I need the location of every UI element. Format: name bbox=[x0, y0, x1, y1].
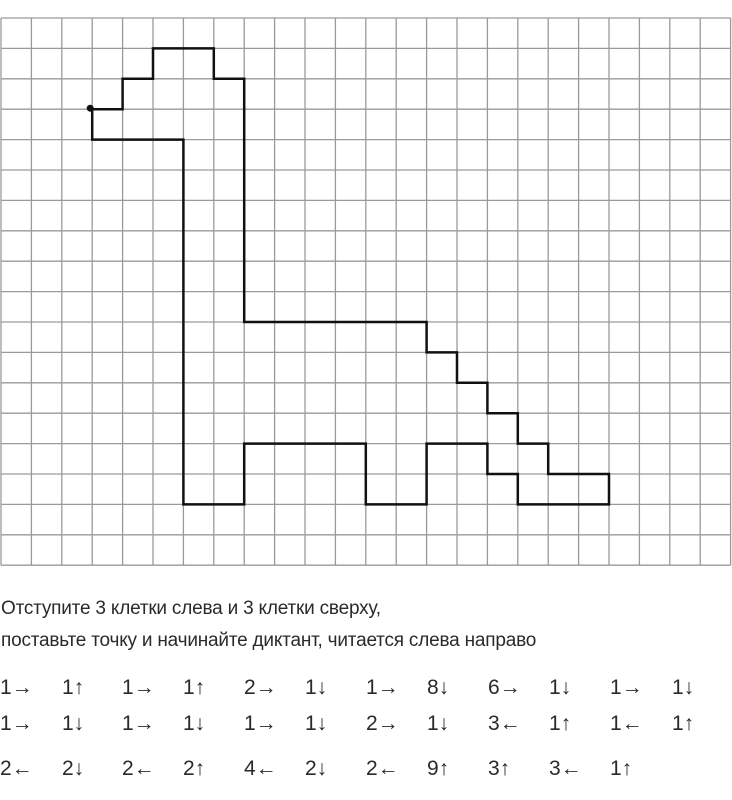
dinosaur-path bbox=[90, 47, 611, 506]
command: 1↑ bbox=[672, 712, 695, 735]
command: 1↓ bbox=[305, 712, 328, 735]
command: 1→ bbox=[610, 676, 643, 699]
instruction-line-1: Отступите 3 клетки слева и 3 клетки свер… bbox=[1, 598, 381, 619]
command: 1→ bbox=[0, 712, 33, 735]
command: 1↓ bbox=[427, 712, 450, 735]
instruction-line-2: поставьте точку и начинайте диктант, чит… bbox=[1, 630, 537, 651]
command: 2↑ bbox=[183, 757, 206, 780]
command: 2→ bbox=[244, 676, 277, 699]
dictation-grid bbox=[0, 17, 732, 566]
start-dot bbox=[86, 104, 94, 112]
command: 3↑ bbox=[488, 757, 511, 780]
command: 8↓ bbox=[427, 676, 450, 699]
command: 1→ bbox=[366, 676, 399, 699]
command: 1↑ bbox=[62, 676, 85, 699]
command: 1↑ bbox=[183, 676, 206, 699]
command: 2↓ bbox=[62, 757, 85, 780]
command-row: 1→ 1↑ 1→ 1↑ 2→ 1↓ 1→ 8↓ 6→ 1↓ 1→ 1↓ bbox=[0, 676, 732, 706]
command: 2↓ bbox=[305, 757, 328, 780]
command: 1→ bbox=[0, 676, 33, 699]
command: 1↓ bbox=[305, 676, 328, 699]
command: 3← bbox=[488, 712, 521, 735]
command: 2← bbox=[0, 757, 33, 780]
command-row: 1→ 1↓ 1→ 1↓ 1→ 1↓ 2→ 1↓ 3← 1↑ 1← 1↑ bbox=[0, 712, 732, 742]
command: 1↓ bbox=[672, 676, 695, 699]
command: 4← bbox=[244, 757, 277, 780]
command: 1↑ bbox=[610, 757, 633, 780]
command: 3← bbox=[549, 757, 582, 780]
command: 6→ bbox=[488, 676, 521, 699]
command: 9↑ bbox=[427, 757, 450, 780]
command: 1↓ bbox=[183, 712, 206, 735]
command: 1→ bbox=[122, 712, 155, 735]
command: 2→ bbox=[366, 712, 399, 735]
command: 2← bbox=[366, 757, 399, 780]
command: 1↓ bbox=[549, 676, 572, 699]
command: 1← bbox=[610, 712, 643, 735]
command: 1→ bbox=[122, 676, 155, 699]
command-row: 2← 2↓ 2← 2↑ 4← 2↓ 2← 9↑ 3↑ 3← 1↑ bbox=[0, 757, 732, 787]
command: 2← bbox=[122, 757, 155, 780]
command: 1↑ bbox=[549, 712, 572, 735]
command: 1→ bbox=[244, 712, 277, 735]
command: 1↓ bbox=[62, 712, 85, 735]
